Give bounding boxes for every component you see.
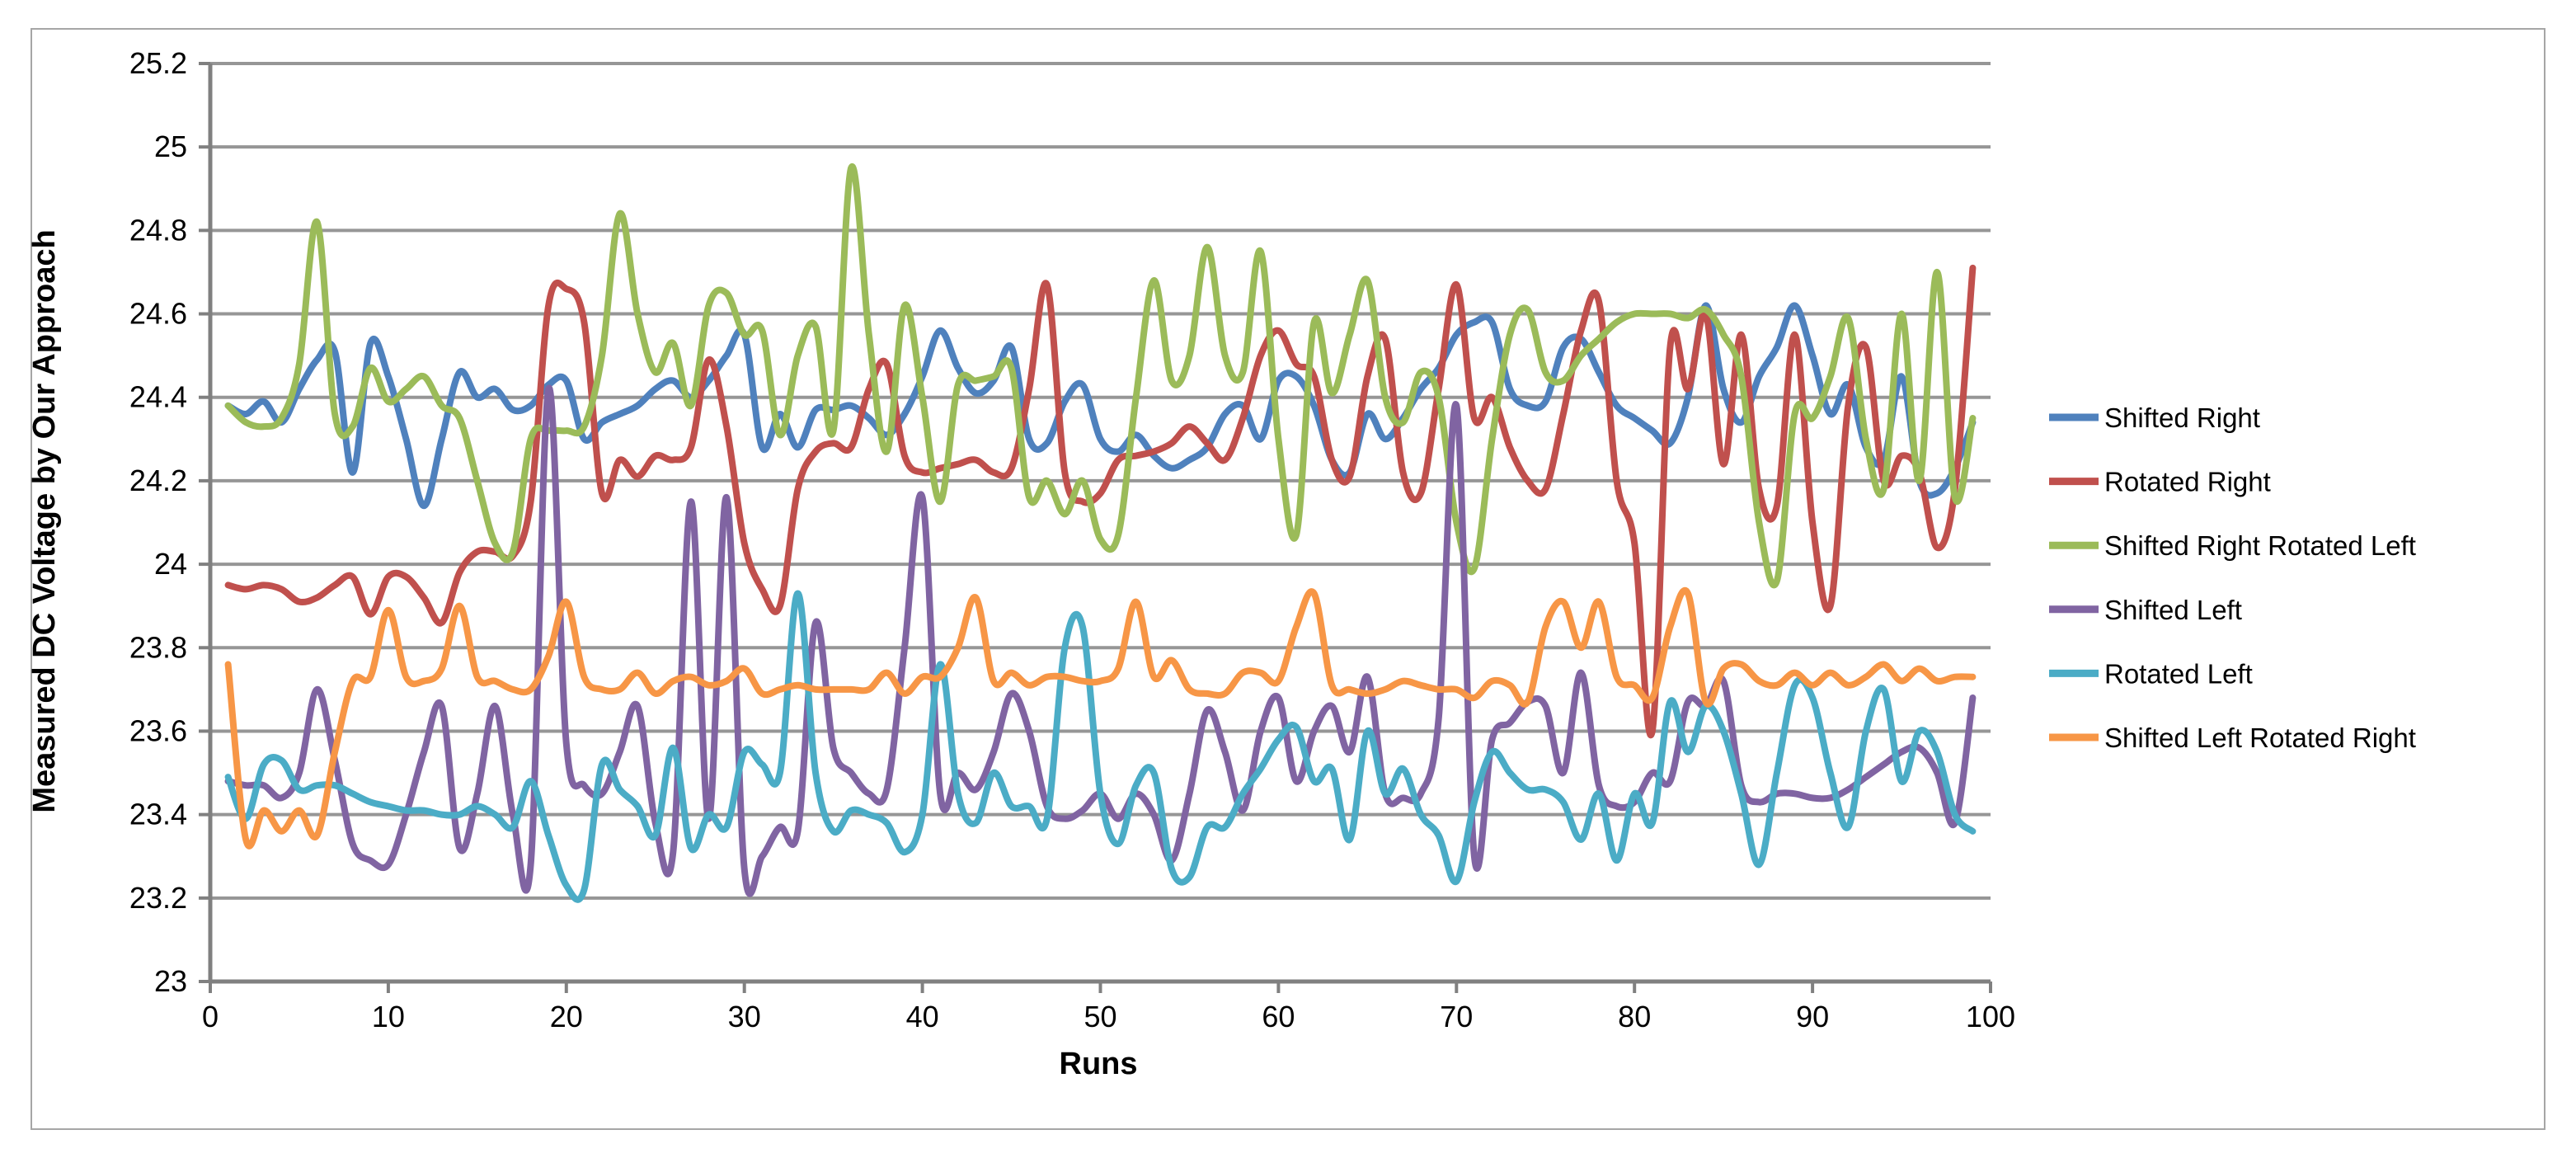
x-axis-tick-labels: 0 10 20 30 40 50 60 70 80 90 100: [202, 1000, 2015, 1033]
chart-area-border: [31, 28, 2545, 1130]
legend-label: Rotated Left: [2104, 658, 2253, 689]
legend-item: Shifted Left: [2049, 595, 2242, 625]
y-tick-label: 24: [154, 547, 187, 581]
x-tick-label: 0: [202, 1000, 219, 1033]
x-axis-title: Runs: [1060, 1047, 1138, 1081]
legend-item: Shifted Left Rotated Right: [2049, 723, 2416, 753]
y-axis-tick-labels: 23 23.2 23.4 23.6 23.8 24 24.2 24.4 24.6 24.8 25 25…: [129, 46, 187, 998]
legend-item: Rotated Left: [2049, 658, 2253, 689]
legend-label: Shifted Left Rotated Right: [2104, 723, 2416, 753]
gridlines: [210, 62, 1991, 983]
legend: Shifted Right Rotated Right Shifted Right …: [2049, 402, 2416, 753]
legend-label: Shifted Right Rotated Left: [2104, 530, 2416, 561]
y-tick-label: 24.8: [129, 213, 187, 247]
x-tick-label: 80: [1618, 1000, 1651, 1033]
y-tick-label: 25: [154, 129, 187, 163]
y-tick-label: 23.6: [129, 713, 187, 747]
x-tick-label: 40: [906, 1000, 939, 1033]
x-tick-label: 20: [550, 1000, 583, 1033]
legend-label: Shifted Right: [2104, 402, 2260, 433]
y-tick-label: 23.2: [129, 881, 187, 915]
series-line-rotated-left: [224, 590, 1977, 903]
y-axis-title: Measured DC Voltage by Our Approach: [27, 229, 62, 812]
series-line-rotated-right: [224, 264, 1977, 738]
legend-item: Rotated Right: [2049, 467, 2271, 497]
y-tick-label: 23: [154, 964, 187, 998]
y-tick-label: 25.2: [129, 46, 187, 80]
x-tick-label: 50: [1084, 1000, 1116, 1033]
x-tick-label: 100: [1966, 1000, 2015, 1033]
series-line-shifted-left: [224, 384, 1977, 897]
legend-label: Rotated Right: [2104, 467, 2271, 497]
x-tick-label: 90: [1796, 1000, 1829, 1033]
legend-label: Shifted Left: [2104, 595, 2242, 625]
legend-item: Shifted Right Rotated Left: [2049, 530, 2416, 561]
x-tick-label: 70: [1440, 1000, 1473, 1033]
x-tick-label: 10: [372, 1000, 405, 1033]
x-tick-label: 30: [728, 1000, 761, 1033]
y-tick-label: 24.6: [129, 297, 187, 331]
y-tick-label: 23.8: [129, 630, 187, 664]
y-tick-label: 24.4: [129, 380, 187, 414]
legend-item: Shifted Right: [2049, 402, 2260, 433]
data-series: [224, 162, 1977, 903]
axes: [199, 62, 1992, 993]
x-tick-label: 60: [1262, 1000, 1295, 1033]
series-line-shifted-left-rotated-right: [224, 587, 1977, 850]
y-tick-label: 24.2: [129, 464, 187, 497]
y-tick-label: 23.4: [129, 798, 187, 831]
